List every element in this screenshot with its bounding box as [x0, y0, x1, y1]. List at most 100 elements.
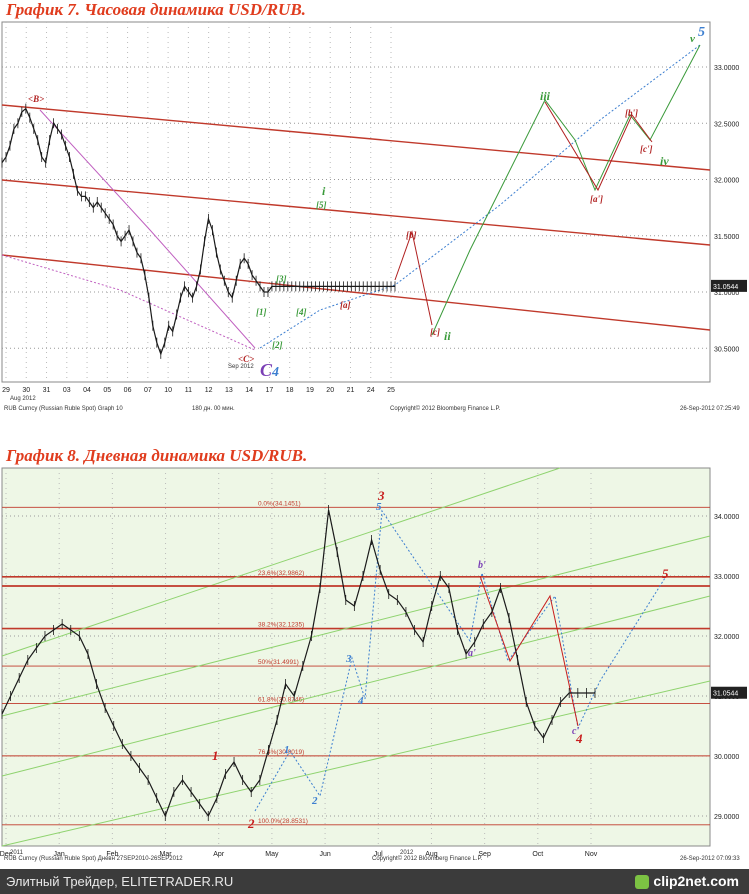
chart8-daily-usdrub: 34.000033.000032.000031.000030.000029.00…: [0, 467, 747, 862]
x-tick-label: Feb: [106, 851, 118, 858]
x-tick-label: 14: [245, 387, 253, 394]
timestamp-label: 26-Sep-2012 07:09:33: [680, 856, 740, 862]
x-tick-label: 05: [103, 387, 111, 394]
wave-label: ii: [444, 329, 451, 343]
period-label: Aug 2012: [10, 396, 36, 402]
y-tick-label: 34.0000: [714, 514, 739, 521]
footer-source-text: Элитный Трейдер, ELITETRADER.RU: [6, 874, 234, 889]
wave-label: 5: [698, 25, 705, 40]
x-tick-label: 03: [63, 387, 71, 394]
timestamp-label: 26-Sep-2012 07:25:49: [680, 406, 740, 412]
wave-label: iv: [660, 154, 669, 168]
x-tick-label: 06: [124, 387, 132, 394]
x-tick-label: Nov: [585, 851, 598, 858]
y-tick-label: 32.5000: [714, 121, 739, 128]
wave-label: [2]: [272, 340, 283, 350]
x-tick-label: 30: [22, 387, 30, 394]
wave-label: 5: [662, 566, 669, 581]
clip2net-logo[interactable]: clip2net.com: [635, 873, 739, 890]
y-tick-label: 31.0000: [714, 290, 739, 297]
wave-label: [a']: [590, 194, 603, 204]
trend-channel-line: [1, 535, 711, 717]
y-tick-label: 33.0000: [714, 574, 739, 581]
trend-channel-line: [1, 104, 711, 171]
wave-label: 2: [247, 816, 255, 831]
x-tick-label: 13: [225, 387, 233, 394]
wave-label: [b]: [406, 230, 417, 240]
instrument-label: RUB Curncy (Russian Ruble Spot) Дневн 27…: [4, 856, 183, 862]
y-tick-label: 31.5000: [714, 234, 739, 241]
x-tick-label: Jul: [374, 851, 383, 858]
x-tick-label: Apr: [213, 851, 225, 858]
wave-label: 3: [345, 653, 352, 665]
last-value-label: 31.0544: [713, 691, 738, 698]
trend-channel-line: [1, 254, 711, 331]
plot-area: [1, 467, 711, 847]
x-tick-label: Jun: [319, 851, 330, 858]
y-tick-label: 32.0000: [714, 178, 739, 185]
wave-projection: [254, 509, 666, 812]
wave-label: 1: [284, 744, 290, 756]
x-tick-label: 29: [2, 387, 10, 394]
wave-label: [1]: [256, 307, 267, 317]
wave-label: <B>: [28, 94, 44, 104]
trend-channel-line: [1, 467, 561, 657]
x-tick-label: Jan: [54, 851, 65, 858]
wave-label: a': [468, 648, 476, 659]
wave-label: 4: [575, 731, 583, 746]
wave-label: v: [690, 33, 695, 45]
wave-label: 5: [376, 501, 382, 513]
wave-label: [a]: [340, 300, 351, 310]
last-value-tag: [711, 279, 747, 292]
last-value-tag: [711, 686, 747, 699]
y-tick-label: 30.0000: [714, 754, 739, 761]
x-tick-label: Mar: [160, 851, 173, 858]
period-label: 2011: [10, 850, 24, 856]
fib-level-label: 50%(31.4991): [258, 659, 299, 666]
trend-channel-line: [1, 179, 711, 246]
y-tick-label: 32.0000: [714, 634, 739, 641]
wave-label: 2: [311, 795, 318, 807]
wave-projection: [259, 44, 701, 349]
wave-label: [5]: [316, 200, 327, 210]
wave-label: iii: [540, 89, 551, 103]
y-tick-label: 29.0000: [714, 814, 739, 821]
fib-level-label: 0.0%(34.1451): [258, 500, 301, 507]
fib-level-label: 38.2%(32.1235): [258, 622, 304, 629]
fib-level-label: 76.4%(30.0019): [258, 749, 304, 756]
x-tick-label: Dec: [0, 851, 13, 858]
price-series-line: [1, 509, 595, 818]
chart7-hourly-usdrub: 33.0000 32.5000 32.0000 31.5000 31.0000 30.50…: [1, 21, 747, 412]
x-tick-label: 11: [185, 387, 192, 394]
fib-level-label: 61.8%(30.8746): [258, 697, 304, 704]
wave-label: C: [260, 360, 273, 380]
wave-label: b': [478, 560, 486, 571]
wave-label: 4: [271, 365, 279, 380]
wave-projection: [431, 44, 701, 336]
x-tick-label: 19: [306, 387, 314, 394]
x-tick-label: 24: [367, 387, 375, 394]
x-tick-label: 18: [286, 387, 294, 394]
period-label: 2012: [400, 850, 414, 856]
wave-projection: [544, 101, 653, 192]
wave-projection: [479, 575, 579, 727]
wave-projection: [1, 254, 256, 351]
x-tick-label: 31: [43, 387, 51, 394]
x-tick-label: 17: [266, 387, 274, 394]
x-tick-label: 12: [205, 387, 213, 394]
wave-projection: [394, 230, 433, 326]
copyright-label: Copyright© 2012 Bloomberg Finance L.P.: [372, 855, 483, 862]
wave-label: [4]: [296, 307, 307, 317]
y-tick-label: 33.0000: [714, 65, 739, 72]
x-tick-label: 21: [347, 387, 355, 394]
clip2net-icon: [635, 875, 650, 890]
x-tick-label: Aug: [425, 851, 438, 858]
wave-label: 3: [377, 488, 385, 503]
x-tick-label: 25: [387, 387, 395, 394]
price-series-line: [1, 107, 395, 356]
wave-label: <C>: [238, 354, 254, 364]
wave-label: [c']: [640, 144, 653, 154]
x-tick-label: Sep: [478, 851, 491, 858]
clip2net-label: clip2net.com: [653, 873, 739, 889]
chart8-title: График 8. Дневная динамика USD/RUB.: [6, 446, 308, 465]
